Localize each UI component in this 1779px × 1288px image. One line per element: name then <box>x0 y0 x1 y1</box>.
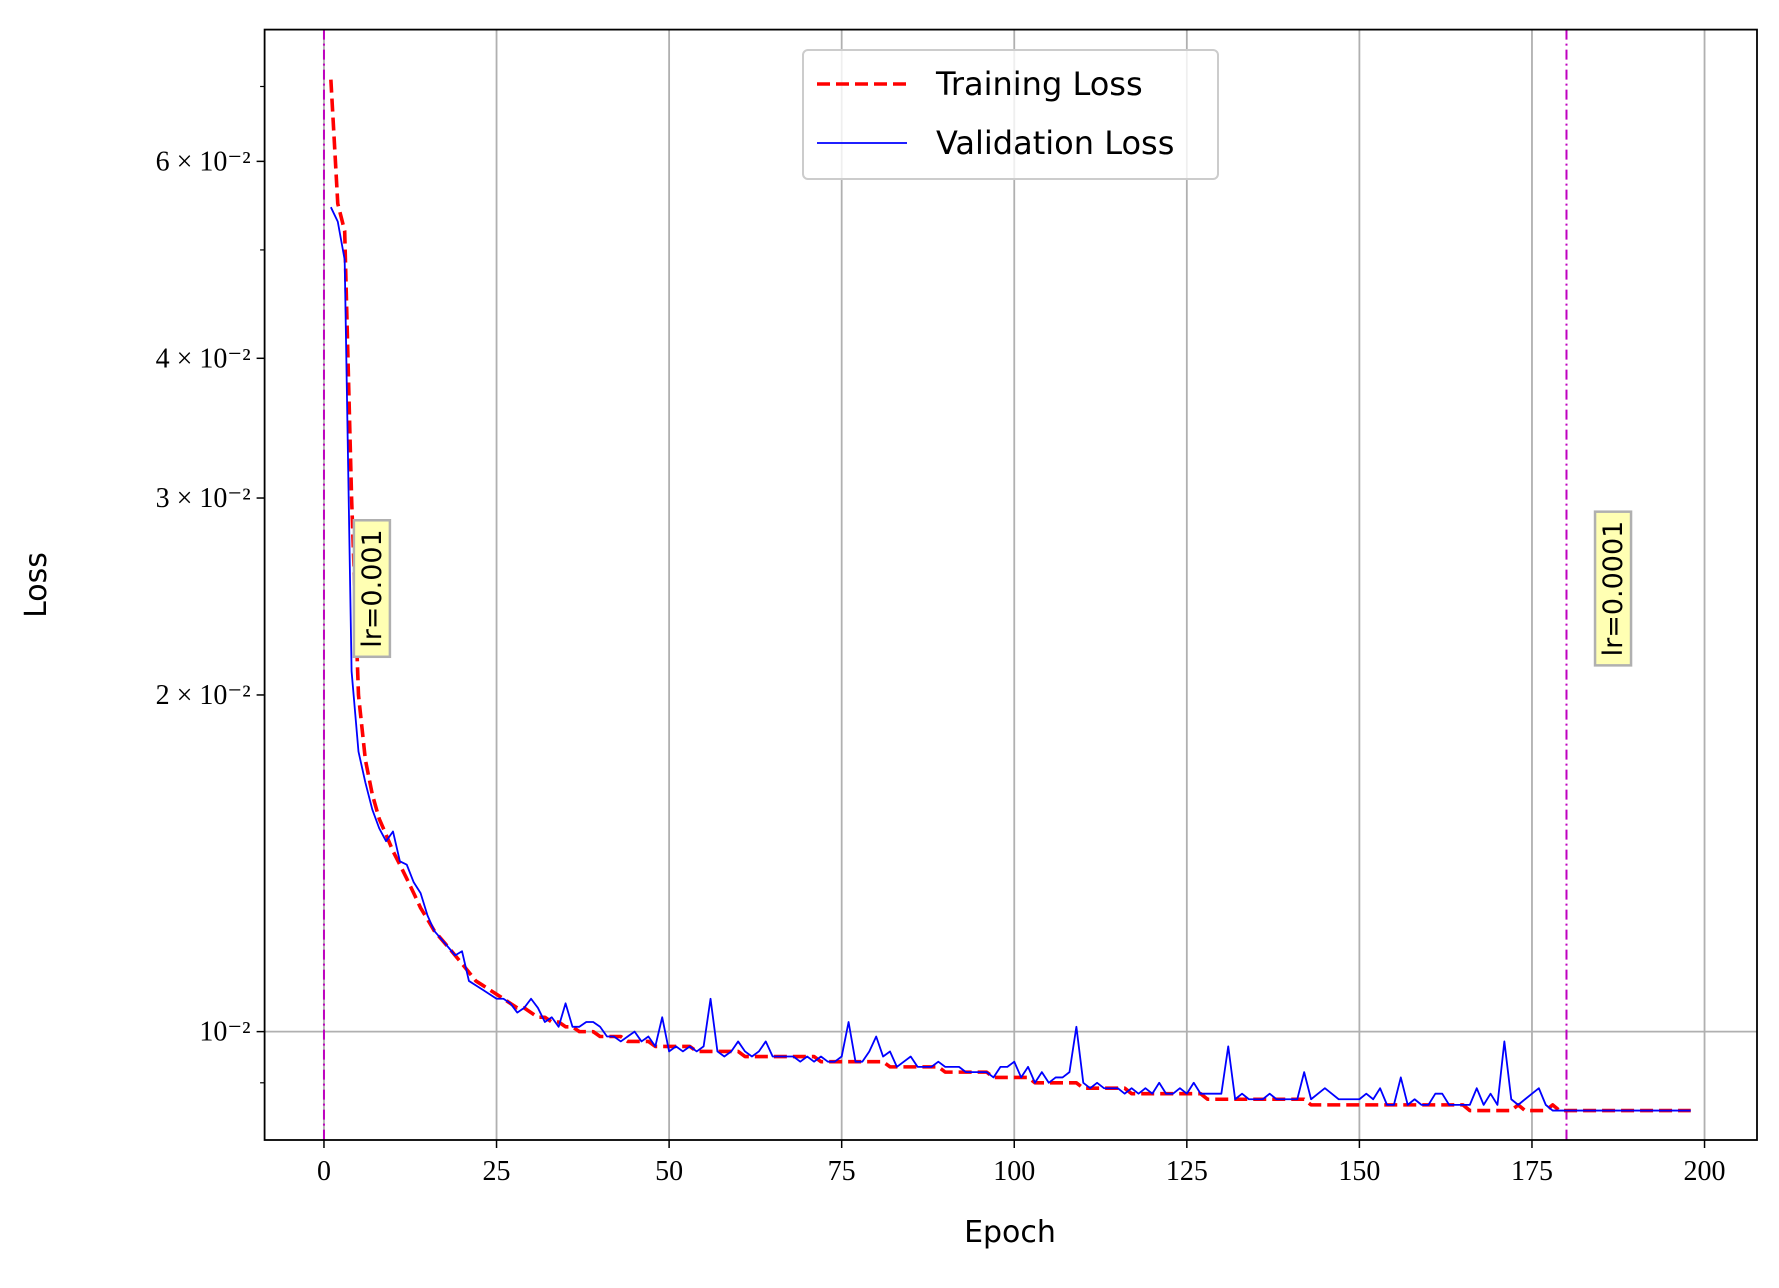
annotation: lr=0.0001 <box>1593 510 1633 667</box>
x-tick-label: 50 <box>655 1156 683 1187</box>
y-tick-label: 10⁻² <box>199 1017 250 1048</box>
x-tick-label: 150 <box>1338 1156 1380 1187</box>
annotation-text: lr=0.001 <box>357 529 388 648</box>
x-tick-label: 125 <box>1166 1156 1208 1187</box>
annotation-box <box>1593 510 1633 667</box>
x-tick-label: 175 <box>1511 1156 1553 1187</box>
y-tick-label: 4 × 10⁻² <box>156 343 251 374</box>
series-line <box>329 79 1691 1113</box>
legend-box <box>802 49 1219 180</box>
legend: Training Loss Validation Loss <box>802 49 1219 180</box>
annotation-text: lr=0.0001 <box>1598 521 1629 657</box>
x-tick-label: 200 <box>1684 1156 1726 1187</box>
annotation-box <box>352 519 392 659</box>
x-tick-label: 0 <box>317 1156 331 1187</box>
y-tick-label: 6 × 10⁻² <box>156 146 251 177</box>
x-tick-label: 100 <box>993 1156 1035 1187</box>
legend-label: Training Loss <box>935 65 1143 103</box>
plot-frame <box>263 28 1758 1141</box>
annotation: lr=0.001 <box>352 519 392 659</box>
x-axis-label: Epoch <box>964 1215 1056 1250</box>
series-line <box>330 206 1691 1112</box>
x-tick-label: 75 <box>828 1156 856 1187</box>
legend-label: Validation Loss <box>936 124 1174 162</box>
y-axis-label: Loss <box>19 552 54 618</box>
x-tick-label: 25 <box>483 1156 511 1187</box>
y-tick-label: 2 × 10⁻² <box>156 680 251 711</box>
y-tick-label: 3 × 10⁻² <box>156 483 251 514</box>
